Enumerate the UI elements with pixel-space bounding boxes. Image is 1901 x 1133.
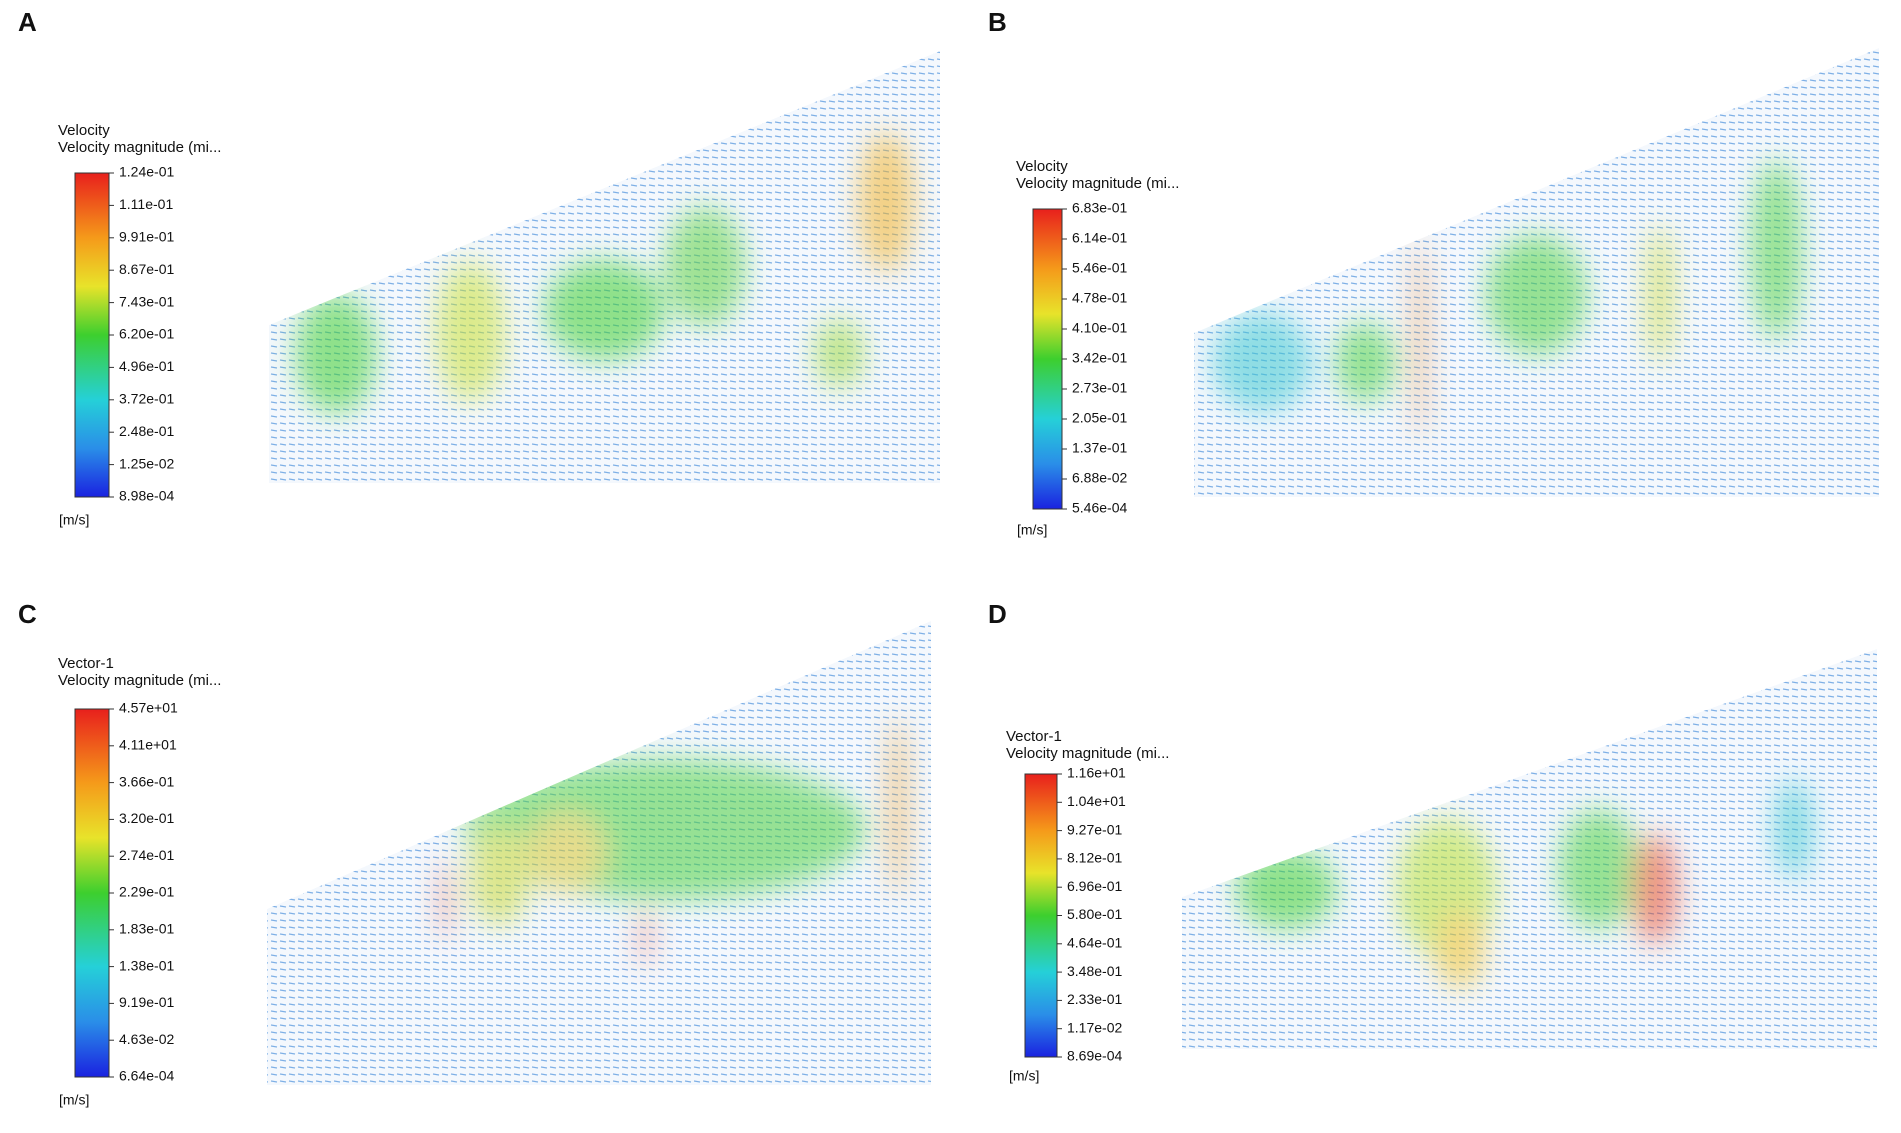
field-overlay	[269, 51, 940, 483]
legend-title: Vector-1	[1006, 728, 1062, 745]
colorbar-tick-label: 1.37e-01	[1072, 440, 1127, 456]
colorbar-tick-label: 7.43e-01	[119, 293, 174, 309]
colorbar-tick-label: 6.64e-04	[119, 1068, 174, 1084]
colorbar-tick-label: 3.66e-01	[119, 773, 174, 789]
colorbar-tick-label: 4.96e-01	[119, 358, 174, 374]
vector-field	[267, 621, 931, 1085]
colorbar-tick-label: 3.48e-01	[1067, 963, 1122, 979]
panel-label: B	[988, 7, 1007, 37]
colorbar-tick-label: 6.20e-01	[119, 326, 174, 342]
colorbar-tick-label: 6.14e-01	[1072, 230, 1127, 246]
colorbar	[1032, 208, 1063, 510]
colorbar-tick-label: 2.05e-01	[1072, 410, 1127, 426]
colorbar-tick-label: 1.17e-02	[1067, 1019, 1122, 1035]
field-overlay	[267, 621, 931, 1085]
colorbar-tick-label: 3.72e-01	[119, 391, 174, 407]
colorbar-tick-label: 1.24e-01	[119, 164, 174, 180]
colorbar-tick-label: 4.78e-01	[1072, 290, 1127, 306]
colorbar-tick-label: 4.64e-01	[1067, 935, 1122, 951]
panel-label: D	[988, 599, 1007, 629]
legend-title: Velocity	[1016, 158, 1068, 175]
colorbar-tick-label: 6.83e-01	[1072, 200, 1127, 216]
colorbar-tick-label: 5.46e-04	[1072, 500, 1127, 516]
colorbar-tick-label: 2.74e-01	[119, 847, 174, 863]
colorbar-unit: [m/s]	[1009, 1068, 1039, 1084]
colorbar-tick-label: 1.04e+01	[1067, 793, 1126, 809]
vector-field	[1194, 48, 1879, 497]
legend-subtitle: Velocity magnitude (mi...	[58, 139, 221, 156]
colorbar-tick-label: 9.19e-01	[119, 994, 174, 1010]
colorbar-tick-label: 5.80e-01	[1067, 906, 1122, 922]
colorbar-tick-label: 3.20e-01	[119, 810, 174, 826]
colorbar-tick-label: 8.98e-04	[119, 488, 174, 504]
colorbar	[1024, 773, 1058, 1058]
colorbar-tick-label: 6.96e-01	[1067, 878, 1122, 894]
colorbar-tick-label: 2.48e-01	[119, 423, 174, 439]
panel-label: A	[18, 7, 37, 37]
vector-field	[269, 51, 940, 483]
legend-title: Vector-1	[58, 655, 114, 672]
colorbar-tick-label: 4.57e+01	[119, 700, 178, 716]
vector-field	[1182, 649, 1877, 1049]
colorbar-tick-label: 8.12e-01	[1067, 850, 1122, 866]
legend-subtitle: Velocity magnitude (mi...	[1006, 745, 1169, 762]
colorbar-tick-label: 2.33e-01	[1067, 991, 1122, 1007]
colorbar-tick-label: 3.42e-01	[1072, 350, 1127, 366]
colorbar-unit: [m/s]	[59, 1092, 89, 1108]
colorbar	[74, 708, 110, 1078]
colorbar-tick-label: 2.73e-01	[1072, 380, 1127, 396]
colorbar-tick-label: 1.16e+01	[1067, 765, 1126, 781]
colorbar-tick-label: 1.38e-01	[119, 957, 174, 973]
field-overlay	[1194, 48, 1879, 497]
panel-label: C	[18, 599, 37, 629]
colorbar-tick-label: 5.46e-01	[1072, 260, 1127, 276]
colorbar-tick-label: 1.83e-01	[119, 921, 174, 937]
colorbar-tick-label: 1.11e-01	[119, 196, 173, 212]
colorbar-tick-label: 8.67e-01	[119, 261, 174, 277]
legend-title: Velocity	[58, 122, 110, 139]
colorbar-tick-label: 4.63e-02	[119, 1031, 174, 1047]
colorbar-unit: [m/s]	[1017, 522, 1047, 538]
colorbar-tick-label: 8.69e-04	[1067, 1048, 1122, 1064]
legend-subtitle: Velocity magnitude (mi...	[58, 672, 221, 689]
colorbar-tick-label: 1.25e-02	[119, 455, 174, 471]
colorbar-tick-label: 9.91e-01	[119, 229, 174, 245]
colorbar-tick-label: 6.88e-02	[1072, 470, 1127, 486]
colorbar-tick-label: 2.29e-01	[119, 884, 174, 900]
colorbar-tick-label: 4.10e-01	[1072, 320, 1127, 336]
colorbar-tick-label: 9.27e-01	[1067, 821, 1122, 837]
colorbar	[74, 172, 110, 498]
legend-subtitle: Velocity magnitude (mi...	[1016, 175, 1179, 192]
colorbar-tick-label: 4.11e+01	[119, 737, 177, 753]
colorbar-unit: [m/s]	[59, 512, 89, 528]
field-overlay	[1182, 649, 1877, 1049]
